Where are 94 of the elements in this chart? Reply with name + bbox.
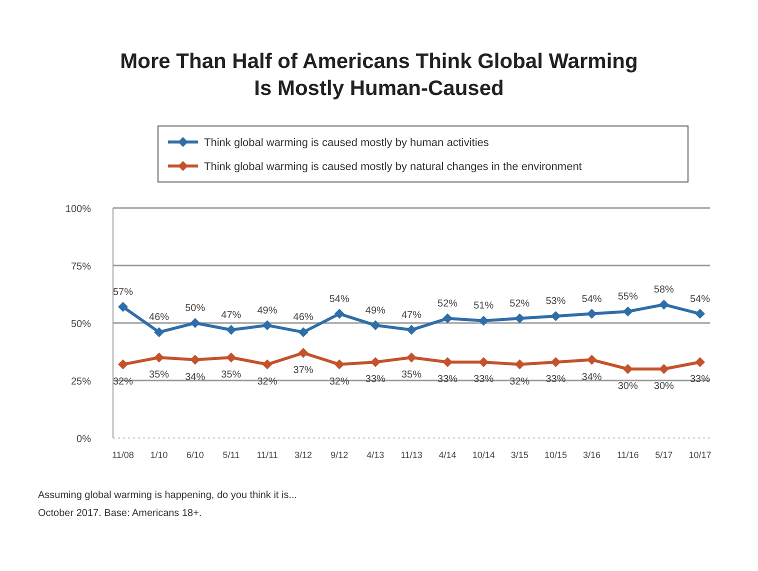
point [262,359,272,370]
x-tick-label: 9/12 [330,450,348,460]
data-label: 52% [510,298,530,310]
point [334,308,344,319]
x-tick-label: 10/15 [544,450,568,460]
y-tick-label: 50% [70,319,92,330]
legend-label: Think global warming is caused mostly by human activities [204,137,490,149]
point [118,302,128,312]
point [226,324,236,335]
legend-label: Think global warming is caused mostly by natural changes in the environment [204,161,582,173]
point [334,359,344,370]
point [226,352,236,362]
data-label: 34% [582,372,602,383]
point [550,311,561,322]
point [586,354,597,365]
point [658,300,669,310]
data-label: 46% [293,312,314,324]
data-label: 55% [618,292,638,302]
data-label: 33% [546,374,566,386]
point [298,327,308,338]
x-tick-label: 11/13 [400,450,422,460]
data-label: 30% [618,381,638,392]
point [118,359,128,370]
point [190,318,200,328]
x-tick-label: 5/11 [222,450,240,460]
point [190,354,200,365]
x-tick-label: 4/14 [438,450,456,460]
data-label: 57% [112,286,134,298]
data-label: 52% [438,298,458,310]
x-tick-label: 6/10 [186,450,204,460]
data-label: 30% [654,381,674,392]
data-label: 35% [221,370,242,380]
x-tick-label: 11/08 [112,450,134,460]
text: October 2017. Base: Americans 18+. [38,508,202,519]
point [478,357,489,368]
point [695,308,705,319]
point [550,357,561,368]
data-label: 33% [690,374,710,386]
data-label: 35% [401,370,422,380]
x-tick-label: 5/17 [655,450,673,460]
x-tick-label: 4/13 [366,450,384,460]
data-label: 33% [365,374,386,386]
point [442,357,453,368]
point [478,316,489,326]
point [442,313,453,324]
point [154,327,164,338]
x-tick-label: 3/12 [294,450,312,460]
point [298,348,308,358]
x-tick-label: 3/16 [583,450,601,460]
data-label: 54% [582,294,602,305]
point [370,357,380,368]
data-label: 47% [221,310,242,321]
data-label: 32% [510,376,530,388]
x-tick-label: 11/16 [616,450,639,460]
data-label: 32% [112,376,134,388]
y-tick-label: 25% [70,376,92,388]
data-label: 46% [149,312,170,324]
data-label: 49% [365,305,386,316]
data-label: 53% [546,296,566,308]
data-label: 54% [329,294,350,305]
data-label: 37% [293,364,314,376]
x-tick-label: 11/11 [256,450,278,460]
y-tick-label: 75% [70,262,92,272]
point [622,306,633,316]
y-tick-label: 0% [76,434,92,445]
y-tick-label: 100% [65,204,92,215]
data-label: 47% [401,310,422,321]
x-tick-label: 10/17 [688,450,712,460]
data-label: 49% [257,305,278,316]
data-label: 58% [654,284,674,296]
x-tick-label: 3/15 [510,450,528,460]
chart-title: More Than Half of Americans Think Global Warming Is Mostly Human-Caused [120,50,638,100]
point [406,352,416,362]
point [586,308,597,319]
data-label: 54% [690,294,710,305]
point [370,320,380,330]
data-label: 33% [474,374,494,386]
point [622,364,633,374]
x-tick-label: 1/10 [150,450,168,460]
point [154,352,164,362]
point [514,359,525,370]
point [695,357,705,368]
data-label: 34% [185,372,206,383]
data-label: 35% [149,370,170,380]
text: Assuming global warming is happening, do you think it is... [38,490,298,501]
data-label: 32% [329,376,350,388]
data-label: 32% [257,376,278,388]
x-tick-label: 10/14 [472,450,495,460]
point [406,324,416,335]
point [514,313,525,324]
point [262,320,272,330]
data-label: 51% [474,300,494,312]
data-label: 33% [438,374,458,386]
data-label: 50% [185,303,206,314]
